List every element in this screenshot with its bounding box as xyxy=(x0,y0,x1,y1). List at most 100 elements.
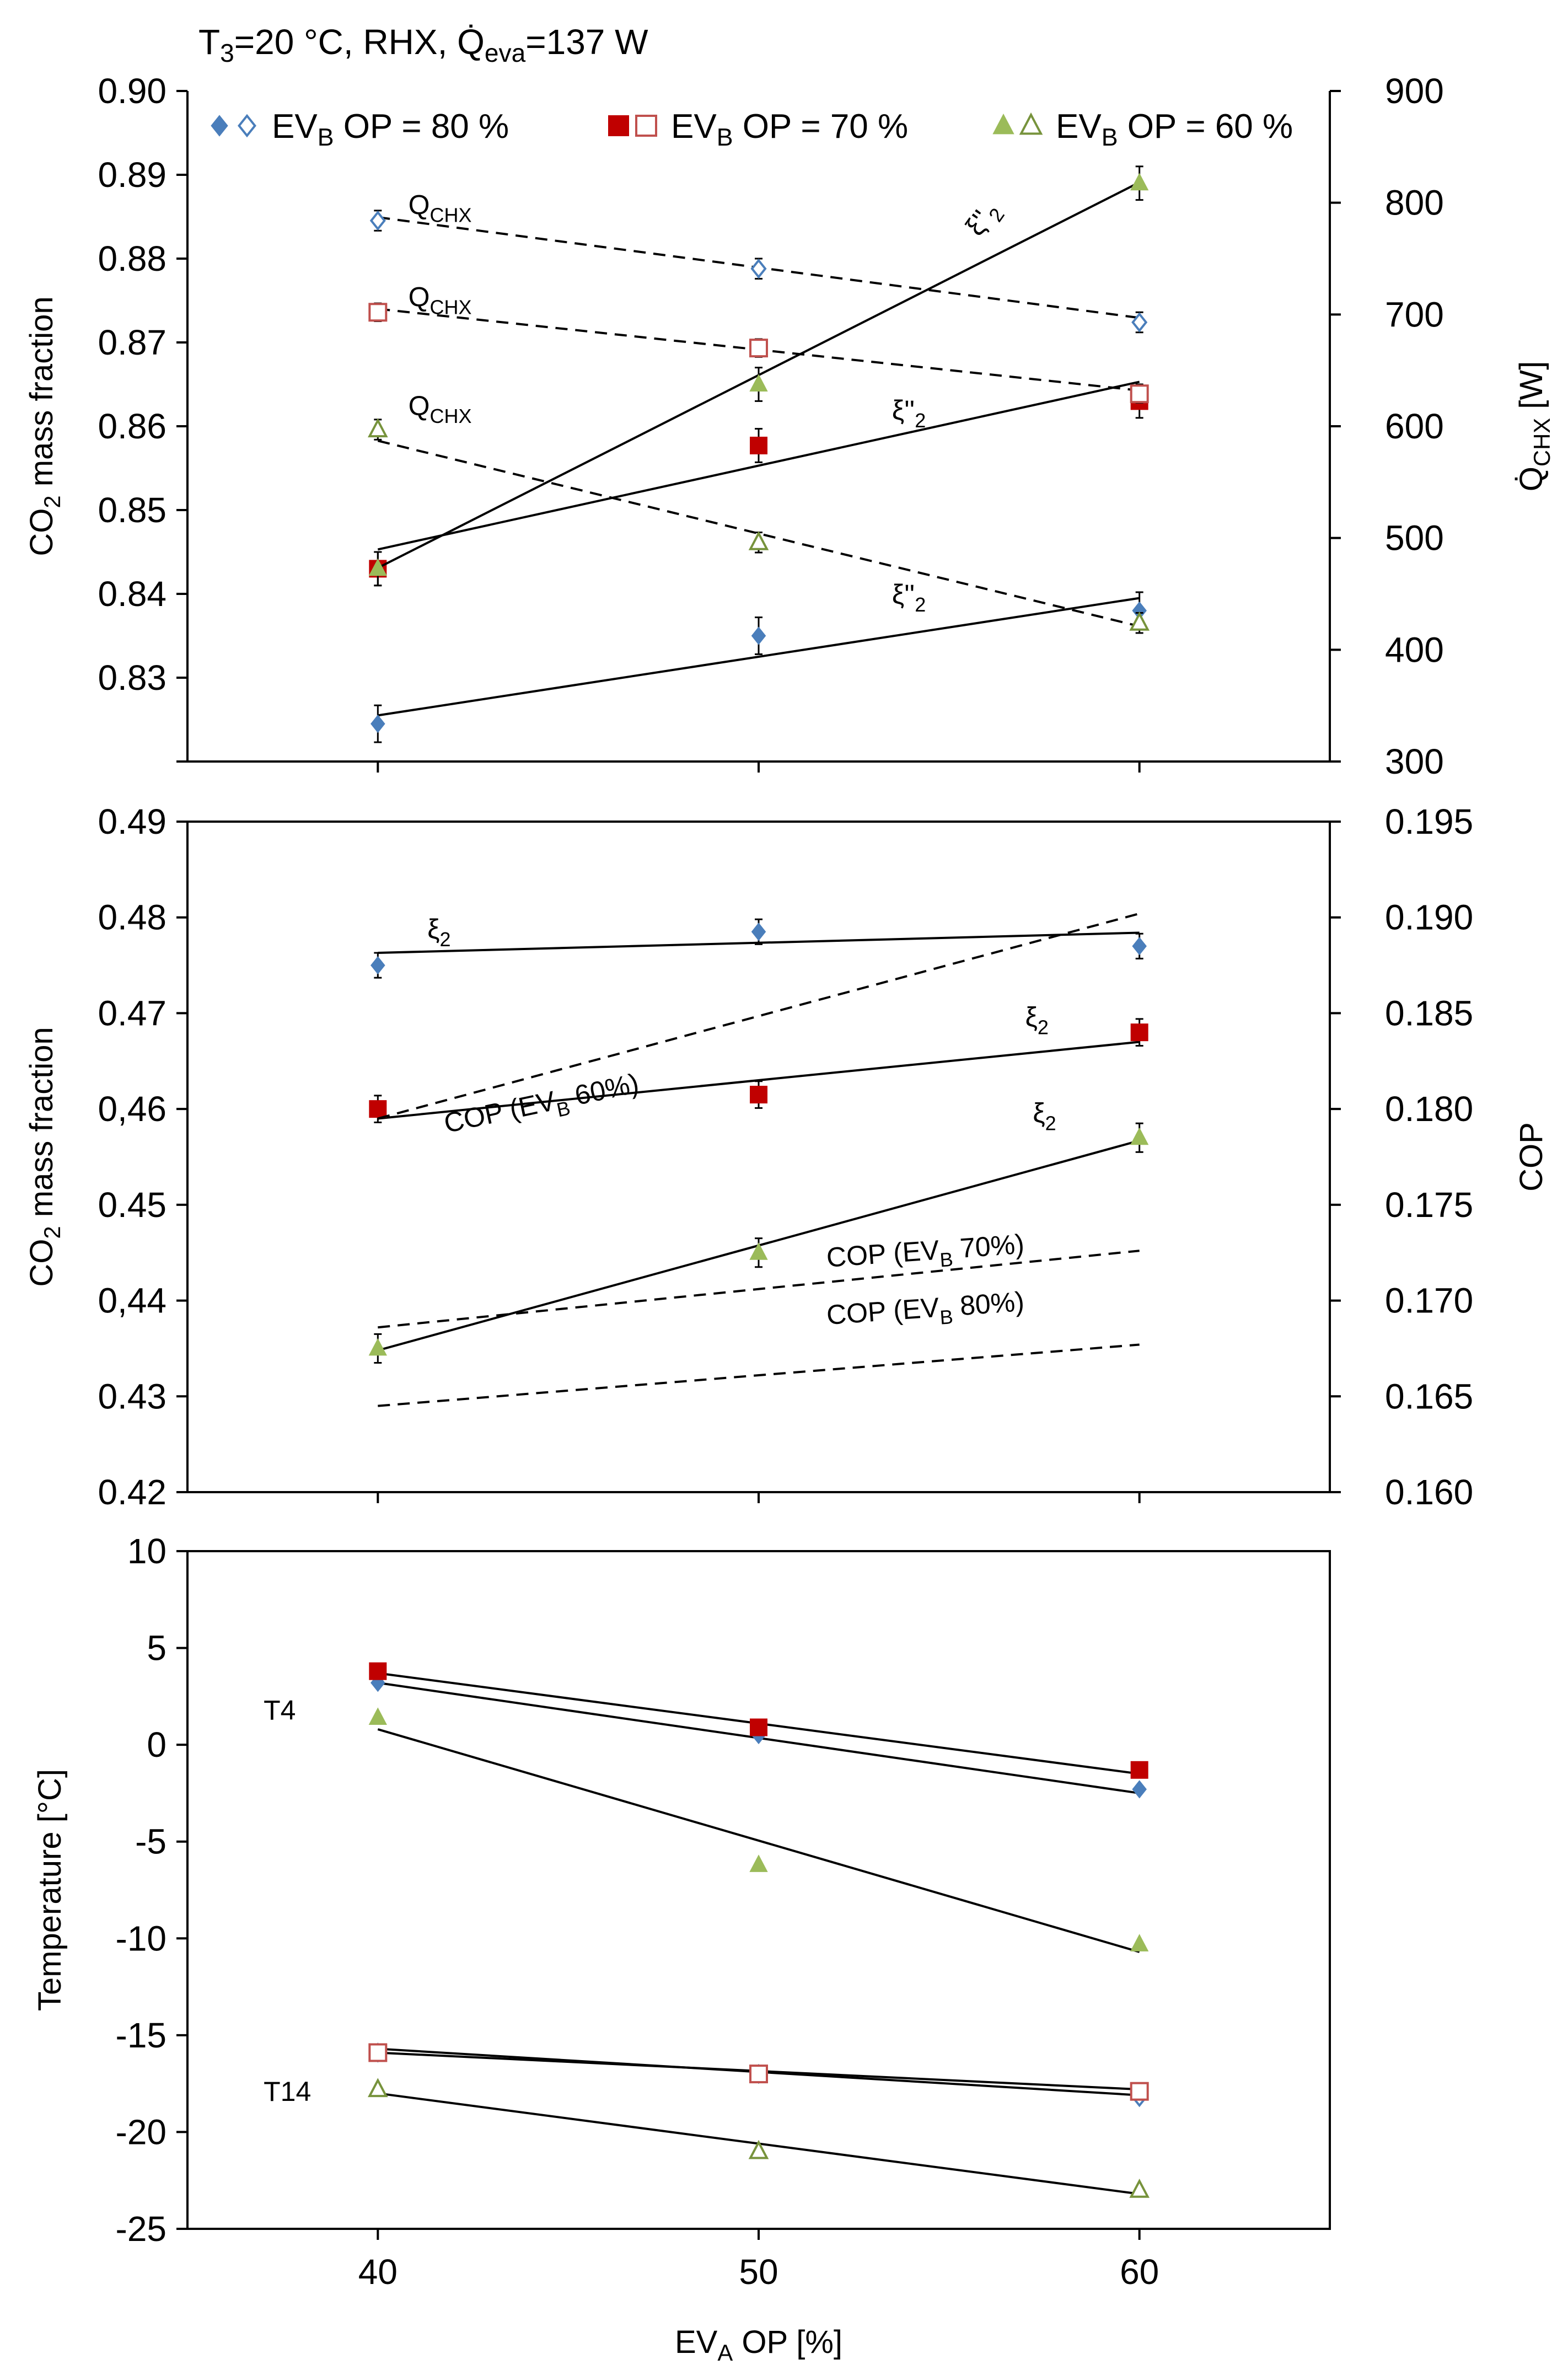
x-axis-title-suffix: OP [%] xyxy=(733,2324,842,2360)
panel-1-series-1-label-main: ξ xyxy=(1025,1002,1037,1033)
panel-0-series-0: ξ''2 xyxy=(370,579,1147,743)
panel-0-ytick-label: 0.86 xyxy=(98,406,167,446)
panel-1-series-1-fit-line xyxy=(378,1041,1140,1120)
ylabel-co: CO xyxy=(24,508,60,556)
panel-0-series-3-label-main: Q xyxy=(409,189,430,220)
panel-0-series-3-label: QCHX xyxy=(409,189,472,226)
panel-2-series-5 xyxy=(368,2078,1150,2198)
panel-0-series-5-fit-line xyxy=(377,439,1140,628)
x-axis: 40 50 60 EVA OP [%] xyxy=(358,2252,1159,2366)
title-part-3: Q̇ xyxy=(457,22,485,62)
panel-1-series-3-fit-line xyxy=(377,912,1140,1120)
x-axis-title-main: EV xyxy=(675,2324,718,2360)
panel-0-ytick-label: 0.88 xyxy=(98,239,167,278)
data-point xyxy=(749,339,768,358)
legend-label-2-suffix: OP = 60 % xyxy=(1118,108,1293,146)
legend-label-2-sub: B xyxy=(1102,124,1118,151)
x-axis-title-sub: A xyxy=(717,2340,733,2366)
panel-0-y2tick-label: 600 xyxy=(1385,406,1444,446)
legend-label-1-suffix: OP = 70 % xyxy=(733,108,908,146)
panel-0-series-1-fit-line xyxy=(377,380,1140,551)
panel-0-y2tick-label: 800 xyxy=(1385,183,1444,223)
data-point xyxy=(368,303,388,322)
legend-label-1: EVB OP = 70 % xyxy=(671,108,908,151)
legend-item-1: EVB OP = 70 % xyxy=(608,108,908,151)
panel-1-series-3-label-suffix: 60%) xyxy=(565,1068,641,1113)
panel-1-series-4-label-main: COP (EV xyxy=(825,1235,941,1273)
panel-0-series-4: QCHX xyxy=(368,282,1149,404)
panel-0-series-4-label-sub: CHX xyxy=(429,296,471,319)
panel-2-ytick-label: -25 xyxy=(116,2209,167,2249)
panel-1-series-2-label: ξ2 xyxy=(1033,1097,1056,1134)
ylabel-rest: mass fraction xyxy=(24,296,60,495)
panel-0-y2tick-label: 500 xyxy=(1385,518,1444,558)
panel-0-series-1: ξ''2 xyxy=(369,380,1148,587)
panel-2-ytick-label: -20 xyxy=(116,2112,167,2152)
y2label-rest: [W] xyxy=(1513,361,1549,418)
data-point xyxy=(1130,1023,1148,1042)
panel-1-series-1-label-sub: 2 xyxy=(1038,1016,1049,1039)
chart-panels: 0.830.840.850.860.870.880.890.9030040050… xyxy=(24,71,1555,2249)
ylabel-sub: 2 xyxy=(39,1226,65,1238)
title-text: T3=20 °C, RHX, Q̇eva=137 W xyxy=(198,22,648,67)
data-point xyxy=(751,626,766,645)
title-part-5: =137 W xyxy=(525,22,648,62)
panel-2-ytick-label: -15 xyxy=(116,2015,167,2055)
panel-0-series-1-label: ξ''2 xyxy=(892,395,926,432)
legend-item-0: EVB OP = 80 % xyxy=(211,108,509,151)
panel-0-series-2: ξ''2 xyxy=(368,165,1149,587)
title-part-1: 3 xyxy=(220,39,234,67)
panel-1-ytick-label: 0,44 xyxy=(98,1281,167,1321)
panel-2-ytick-label: -10 xyxy=(116,1918,167,1958)
panel-0-series-0-label-sub: 2 xyxy=(915,593,926,616)
panel-1-series-0-label-sub: 2 xyxy=(440,928,451,951)
panel-1-y2tick-label: 0.170 xyxy=(1385,1281,1473,1321)
panel-1-y2label: COP xyxy=(1513,1122,1549,1192)
legend-marker-open-1 xyxy=(635,115,657,137)
title-part-4: eva xyxy=(485,39,526,67)
legend-marker-open-0 xyxy=(238,114,256,138)
data-point xyxy=(370,714,385,733)
panel-2-ytick-label: -5 xyxy=(135,1822,167,1862)
panel-2: -25 -20 -15 -10 -5 0 5 10 Temperature [°C] T4 T14 xyxy=(32,1531,1331,2249)
panel-0-series-0-fit-line xyxy=(378,597,1140,717)
data-point xyxy=(369,1662,387,1680)
panel-1-ytick-label: 0.49 xyxy=(98,802,167,841)
legend-marker-filled-0 xyxy=(211,115,228,137)
panel-1-series-5-label-suffix: 80%) xyxy=(951,1286,1025,1322)
y2label-q: Q̇ xyxy=(1513,467,1549,491)
panel-0-series-4-label-main: Q xyxy=(409,282,430,313)
data-point xyxy=(1132,1780,1147,1799)
panel-0-series-3: QCHX xyxy=(369,189,1148,334)
panel-0-series-5: QCHX xyxy=(368,390,1150,634)
panel-2-ylabel: Temperature [°C] xyxy=(32,1769,68,2011)
xtick-label: 40 xyxy=(358,2252,398,2292)
data-point xyxy=(1130,2082,1149,2101)
legend-label-0: EVB OP = 80 % xyxy=(272,108,509,151)
panel-1: 0.42 0.43 0,44 0.45 0,46 0.47 0.48 0.49 0.160 0.1… xyxy=(24,802,1549,1512)
ylabel-rest: mass fraction xyxy=(24,1027,60,1226)
data-point xyxy=(368,1707,387,1725)
data-point xyxy=(369,210,386,231)
panel-0-y2tick-label: 300 xyxy=(1385,742,1444,781)
data-point xyxy=(1130,384,1149,404)
panel-1-series-1: ξ2 xyxy=(369,1002,1148,1123)
x-axis-title: EVA OP [%] xyxy=(675,2324,842,2366)
panel-1-y2tick-label: 0.165 xyxy=(1385,1376,1473,1416)
panel-1-y2tick-label: 0.180 xyxy=(1385,1089,1473,1129)
panel-0-y2label: Q̇CHX [W] xyxy=(1513,361,1555,491)
legend-marker-open-2 xyxy=(1019,112,1043,135)
data-point xyxy=(749,2065,768,2084)
panel-0-series-3-label-sub: CHX xyxy=(429,203,471,226)
data-point xyxy=(748,2140,769,2159)
panel-0-ytick-label: 0.90 xyxy=(98,71,167,111)
panel-0-series-1-label-sub: 2 xyxy=(915,409,926,432)
panel-1-series-2-label-main: ξ xyxy=(1033,1097,1045,1128)
panel-2-series-2-fit-line xyxy=(377,1728,1140,1953)
panel-1-ytick-label: 0.42 xyxy=(98,1472,167,1512)
panel-1-ytick-label: 0.48 xyxy=(98,898,167,937)
panel-1-series-4-label-sub: B xyxy=(939,1248,954,1272)
panel-1-y2tick-label: 0.175 xyxy=(1385,1185,1473,1225)
legend-label-0-main: EV xyxy=(272,108,318,146)
